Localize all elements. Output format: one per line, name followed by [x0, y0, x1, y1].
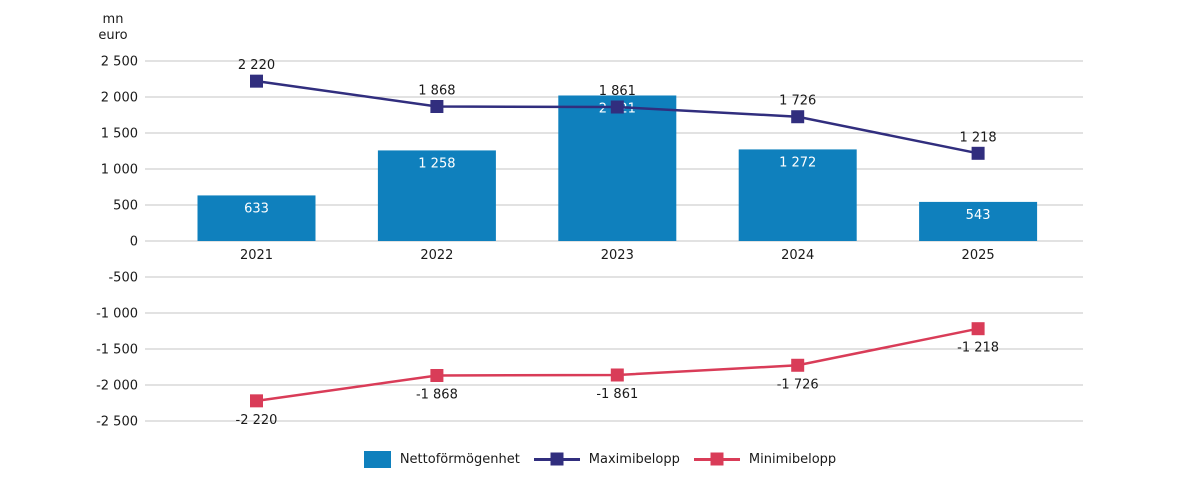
legend-item-minimibelopp: Minimibelopp — [693, 451, 837, 467]
bar-value-label: 1 272 — [779, 155, 816, 170]
y-axis-tick-labels: 2 500 2 000 1 500 1 000 500 0 -500 -1 000 -1 500… — [96, 55, 138, 430]
x-axis-label-2024: 2024 — [781, 248, 814, 263]
line-marker — [971, 146, 985, 160]
legend-label-nettoformogenhet: Nettoförmögenhet — [399, 451, 520, 467]
legend-item-nettoformogenhet: Nettoförmögenhet — [363, 450, 520, 468]
bar-value-label: 633 — [244, 201, 269, 216]
line-marker — [430, 100, 444, 114]
point-value-label: 1 218 — [959, 130, 996, 145]
y-tick-label: -1 500 — [96, 343, 138, 358]
line-marker — [610, 100, 624, 114]
line-marker — [250, 74, 263, 88]
bar-2023 — [558, 95, 677, 241]
y-tick-label: 2 000 — [101, 91, 138, 106]
point-value-label: -1 868 — [416, 387, 458, 402]
y-tick-label: 0 — [130, 235, 138, 250]
bar-series-swatch — [363, 450, 391, 468]
y-tick-label: -1 000 — [96, 307, 138, 322]
chart-legend: Nettoförmögenhet Maximibelopp Minimibelo… — [0, 448, 1200, 470]
point-value-label: 1 868 — [418, 84, 455, 99]
point-value-label: -1 861 — [596, 387, 638, 402]
y-axis-unit-line1: mn — [102, 12, 124, 27]
x-axis-label-2022: 2022 — [420, 248, 453, 263]
y-tick-label: 1 000 — [101, 163, 138, 178]
point-value-label: -1 218 — [957, 341, 999, 356]
x-axis-label-2021: 2021 — [240, 248, 273, 263]
y-tick-label: 2 500 — [101, 55, 138, 70]
bar-2025 — [919, 201, 1038, 241]
point-value-label: -1 726 — [777, 377, 819, 392]
bar-2024 — [738, 149, 857, 241]
point-value-label: 2 220 — [238, 58, 275, 73]
y-tick-label: 500 — [113, 199, 138, 214]
bar-2021 — [197, 195, 316, 241]
line-marker — [250, 394, 263, 408]
y-tick-label: 1 500 — [101, 127, 138, 142]
x-axis-label-2023: 2023 — [601, 248, 634, 263]
point-value-label: 1 726 — [779, 94, 816, 109]
min-line-swatch — [693, 452, 740, 466]
line-series-maximibelopp: 2 220 1 868 1 861 1 726 1 218 — [238, 58, 997, 160]
y-tick-label: -2 000 — [96, 379, 138, 394]
point-value-label: -2 220 — [236, 413, 278, 428]
line-marker — [430, 368, 444, 382]
y-axis-unit-line2: euro — [98, 28, 128, 43]
point-value-label: 1 861 — [599, 84, 636, 99]
max-line-swatch — [533, 452, 580, 466]
x-axis-label-2025: 2025 — [962, 248, 995, 263]
legend-label-minimibelopp: Minimibelopp — [748, 451, 837, 467]
y-tick-label: -2 500 — [96, 415, 138, 430]
line-marker — [971, 322, 985, 336]
bar-value-label: 1 258 — [418, 156, 455, 171]
y-axis-unit-label: mn euro — [78, 12, 148, 44]
bar-2022 — [377, 150, 496, 241]
gridlines — [145, 60, 1083, 422]
line-series-minimibelopp: -2 220 -1 868 -1 861 -1 726 -1 218 — [236, 322, 999, 428]
legend-label-maximibelopp: Maximibelopp — [588, 451, 680, 467]
line-marker — [791, 110, 805, 124]
legend-item-maximibelopp: Maximibelopp — [533, 451, 680, 467]
line-marker — [791, 358, 805, 372]
line-marker — [610, 368, 624, 382]
bar-value-label: 543 — [966, 208, 991, 223]
y-tick-label: -500 — [108, 271, 138, 286]
